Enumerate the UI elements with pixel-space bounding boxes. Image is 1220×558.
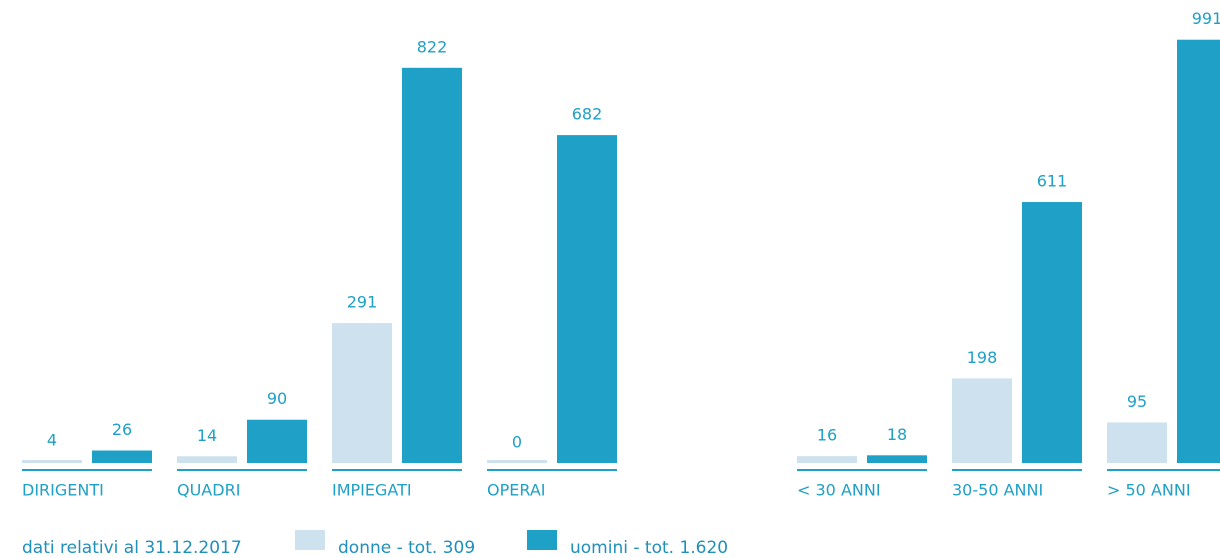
- legend-swatch: [527, 530, 557, 550]
- value-label: 16: [817, 426, 837, 445]
- value-label: 90: [267, 389, 287, 408]
- bar: [1022, 202, 1082, 463]
- value-label: 4: [47, 431, 57, 450]
- bar: [557, 135, 617, 464]
- bar: [402, 67, 462, 464]
- legend-swatch: [295, 530, 325, 550]
- x-tick-label: OPERAI: [487, 481, 545, 500]
- value-label: 0: [512, 433, 522, 452]
- legend-label: uomini - tot. 1.620: [570, 538, 728, 558]
- value-label: 95: [1127, 392, 1147, 411]
- note: dati relativi al 31.12.2017: [22, 538, 242, 558]
- x-tick-label: < 30 ANNI: [797, 481, 881, 500]
- bar: [1107, 422, 1167, 463]
- value-label: 822: [417, 37, 448, 56]
- value-label: 18: [887, 425, 907, 444]
- value-label: 611: [1037, 172, 1068, 191]
- value-label: 198: [967, 348, 998, 367]
- bar: [797, 456, 857, 463]
- bar: [1177, 39, 1220, 464]
- x-tick-label: IMPIEGATI: [332, 481, 412, 500]
- value-label: 14: [197, 426, 217, 445]
- value-label: 682: [572, 105, 603, 124]
- bar: [22, 460, 82, 463]
- x-tick-label: DIRIGENTI: [22, 481, 104, 500]
- bar: [247, 419, 307, 463]
- value-label: 291: [347, 293, 378, 312]
- x-tick-label: > 50 ANNI: [1107, 481, 1191, 500]
- value-label: 991: [1192, 9, 1220, 28]
- bar: [952, 378, 1012, 463]
- value-label: 26: [112, 420, 132, 439]
- bar: [92, 450, 152, 463]
- x-tick-label: QUADRI: [177, 481, 240, 500]
- bar: [177, 456, 237, 463]
- bar: [867, 455, 927, 463]
- x-tick-label: 30-50 ANNI: [952, 481, 1043, 500]
- bar: [332, 323, 392, 463]
- bar: [487, 460, 547, 463]
- legend-label: donne - tot. 309: [338, 538, 475, 558]
